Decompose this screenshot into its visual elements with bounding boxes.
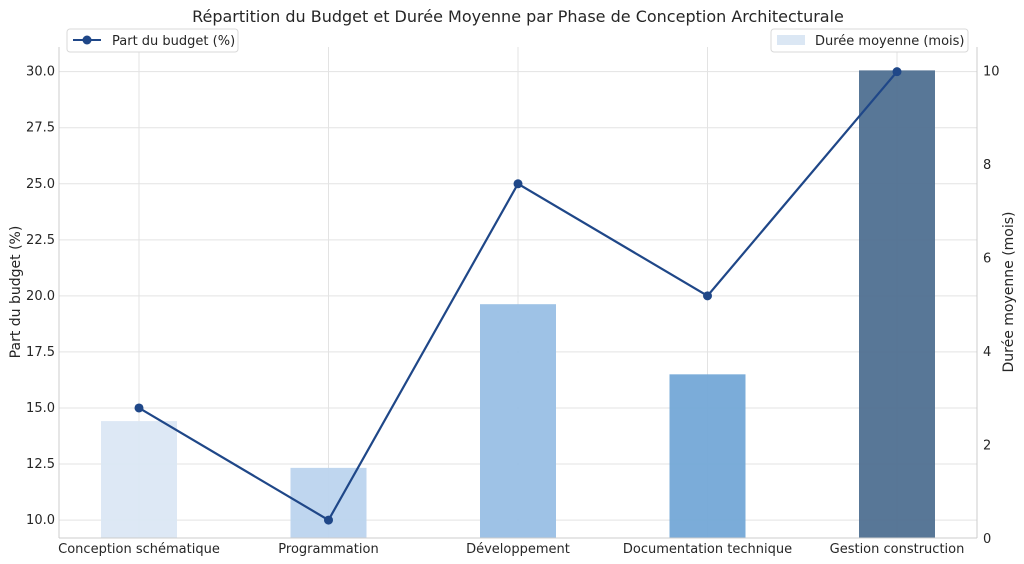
y-tick-right: 10: [983, 64, 1000, 79]
duration-bar: [101, 421, 177, 538]
legend-line: Part du budget (%): [67, 29, 238, 52]
legend-bar-label: Durée moyenne (mois): [815, 34, 965, 49]
legend-line-marker: [83, 36, 92, 45]
x-tick-label: Développement: [466, 542, 570, 557]
y-tick-right: 0: [983, 532, 991, 547]
budget-point: [135, 403, 144, 412]
duration-bar: [859, 70, 935, 538]
y-axis-left-title: Part du budget (%): [8, 226, 24, 359]
duration-bar: [291, 468, 367, 538]
budget-point: [703, 291, 712, 300]
y-tick-right: 4: [983, 345, 991, 360]
y-tick-left: 30.0: [26, 65, 55, 80]
budget-point: [324, 516, 333, 525]
y-tick-left: 17.5: [26, 345, 55, 360]
y-tick-left: 20.0: [26, 289, 55, 304]
y-tick-right: 2: [983, 438, 991, 453]
x-tick-label: Gestion construction: [830, 542, 965, 557]
x-tick-label: Conception schématique: [58, 542, 220, 557]
y-tick-left: 12.5: [26, 457, 55, 472]
chart-title: Répartition du Budget et Durée Moyenne p…: [192, 7, 844, 26]
legend-line-label: Part du budget (%): [112, 34, 235, 49]
y-tick-right: 6: [983, 251, 991, 266]
budget-point: [893, 67, 902, 76]
budget-point: [514, 179, 523, 188]
duration-bar: [670, 374, 746, 538]
y-tick-left: 22.5: [26, 233, 55, 248]
y-axis-right-title: Durée moyenne (mois): [1001, 212, 1017, 373]
legend-bar: Durée moyenne (mois): [771, 29, 968, 52]
legend-bar-swatch: [777, 35, 805, 45]
x-tick-label: Programmation: [278, 542, 378, 557]
duration-bar: [480, 304, 556, 538]
y-tick-right: 8: [983, 158, 991, 173]
y-tick-left: 27.5: [26, 121, 55, 136]
y-tick-left: 10.0: [26, 513, 55, 528]
y-tick-left: 25.0: [26, 177, 55, 192]
y-tick-left: 15.0: [26, 401, 55, 416]
x-tick-label: Documentation technique: [623, 542, 792, 557]
